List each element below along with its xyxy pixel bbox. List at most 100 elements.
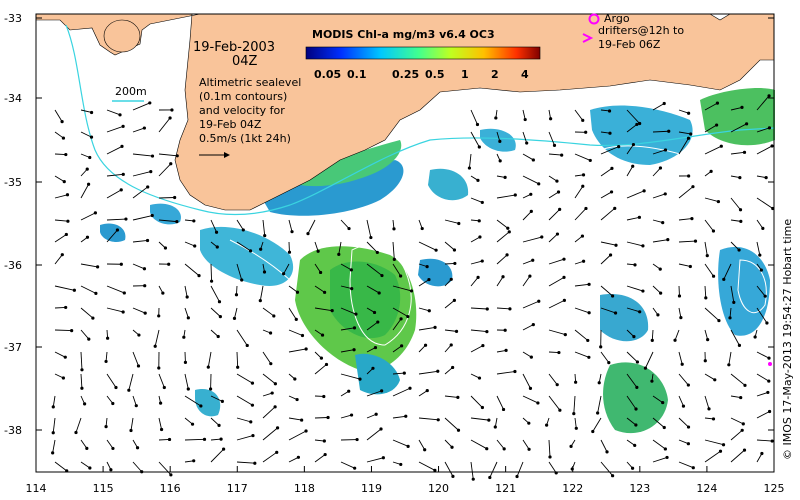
velocity-arrow [704,329,709,340]
velocity-arrow-head [273,405,277,409]
velocity-arrow-head [555,179,559,183]
velocity-arrow-head [555,383,559,387]
velocity-arrow [592,417,602,432]
velocity-arrow [54,461,67,472]
velocity-arrow-head [505,253,509,257]
velocity-arrow-head [186,316,190,320]
velocity-arrow-head [450,445,454,449]
velocity-arrow [106,218,126,221]
velocity-arrow [80,184,89,199]
velocity-arrow-head [137,333,141,337]
velocity-arrow [210,307,221,317]
velocity-arrow [158,163,172,177]
velocity-arrow [470,277,479,287]
velocity-arrow [314,263,321,273]
velocity-arrow [158,417,163,430]
velocity-arrow-head [425,388,429,393]
velocity-arrow-head [632,335,636,339]
velocity-arrow-head [192,459,196,463]
velocity-arrow-head [498,159,502,163]
velocity-arrow [52,417,56,433]
velocity-arrow-head [199,404,203,408]
velocity-arrow [574,208,587,221]
velocity-arrow-head [488,475,492,480]
velocity-arrow-head [677,294,682,298]
velocity-arrow-head [610,166,614,170]
velocity-arrow [366,219,372,238]
velocity-arrow [366,285,380,294]
velocity-arrow-head [556,190,561,194]
velocity-arrow-head [121,310,125,314]
velocity-arrow [340,349,355,353]
velocity-arrow [704,219,714,232]
colorbar-tick-6: 2 [491,68,499,81]
velocity-arrow [756,145,773,155]
velocity-arrow-head [480,200,484,205]
velocity-arrow [496,219,509,229]
velocity-arrow-head [501,275,505,279]
velocity-arrow-head [588,158,592,163]
velocity-arrow-head [96,265,100,269]
velocity-arrow-head [686,383,690,387]
x-axis: 114 115 116 117 118 119 120 121 122 123 124 125 [26,466,785,495]
velocity-arrow-head [634,423,638,427]
argo-legend-line-2: drifters@12h to [598,24,684,37]
velocity-arrow-head [738,208,743,212]
velocity-arrow-head [347,226,351,231]
velocity-arrow [522,324,534,331]
velocity-arrow [210,448,224,463]
velocity-arrow [470,461,474,480]
velocity-arrow-head [631,164,635,168]
velocity-arrow [210,417,220,426]
velocity-arrow-head [104,425,108,429]
velocity-arrow [600,439,608,453]
velocity-arrow-head [324,362,329,367]
velocity-arrow [340,461,355,469]
velocity-arrow-head [167,437,172,442]
velocity-arrow-head [85,167,89,171]
velocity-arrow-head [51,431,55,435]
velocity-arrow-head [80,386,84,390]
velocity-arrow [158,117,171,133]
velocity-arrow-head [477,145,481,149]
velocity-arrow-head [119,262,123,266]
velocity-arrow-head [352,326,357,330]
velocity-arrow-head [766,390,770,395]
velocity-arrow [496,254,508,265]
velocity-arrow [259,285,264,301]
velocity-arrow-head [215,245,219,249]
velocity-arrow [704,263,714,277]
velocity-arrow [600,285,613,297]
chl-patch-south [355,353,400,395]
velocity-arrow [366,263,383,276]
velocity-arrow-head [480,259,484,263]
velocity-arrow-head [355,437,359,442]
velocity-arrow-head [557,350,561,355]
velocity-arrow-head [638,310,642,314]
velocity-arrow-head [150,213,154,218]
velocity-arrow [730,151,745,155]
velocity-arrow [184,438,205,441]
x-tick-label: 116 [160,482,181,495]
x-tick-label: 118 [294,482,315,495]
velocity-arrow [470,109,478,125]
velocity-arrow-head [93,211,97,215]
velocity-arrow-head [569,444,573,448]
velocity-arrow [288,307,297,320]
velocity-arrow [470,197,483,203]
velocity-arrow-head [287,250,292,254]
velocity-arrow-head [270,391,274,395]
velocity-arrow-head [513,369,517,374]
velocity-arrow [470,395,483,408]
velocity-arrow-head [545,423,549,427]
velocity-arrow-head [134,404,138,408]
velocity-arrow-head [400,344,404,348]
velocity-arrow-head [759,268,763,272]
chl-patch-small-3 [150,203,181,225]
velocity-arrow-head [83,402,87,406]
velocity-arrow-head [481,343,485,348]
velocity-arrow-head [65,193,70,197]
velocity-arrow-head [711,417,716,421]
y-tick-label: -36 [4,259,22,272]
